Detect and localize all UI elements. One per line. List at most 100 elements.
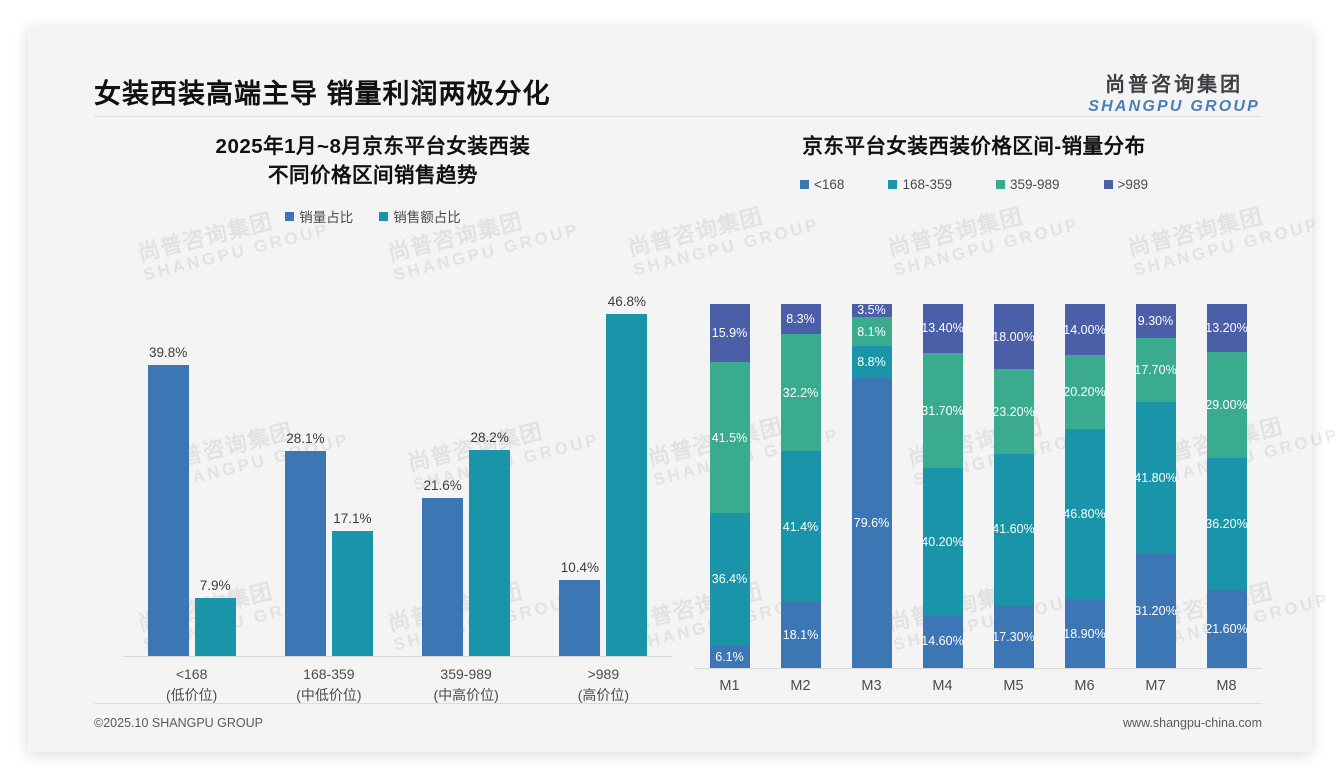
stacked-bar-segment[interactable]: 21.60% bbox=[1206, 589, 1247, 668]
stacked-bar-segment[interactable]: 8.1% bbox=[851, 316, 892, 347]
stacked-bar-segment[interactable]: 18.00% bbox=[993, 304, 1034, 370]
header-divider bbox=[94, 116, 1262, 117]
legend-item-right-3[interactable]: >989 bbox=[1103, 177, 1148, 193]
legend-item-right-2[interactable]: 359-989 bbox=[996, 177, 1060, 192]
bar[interactable] bbox=[469, 449, 511, 656]
stacked-bar-segment[interactable]: 13.20% bbox=[1206, 304, 1247, 353]
stacked-bar-segment[interactable]: 17.70% bbox=[1135, 337, 1176, 403]
segment-value-label: 3.5% bbox=[857, 304, 886, 317]
x-tick-sublabel: (中低价位) bbox=[296, 687, 362, 703]
page-title: 女装西装高端主导 销量利润两极分化 bbox=[94, 79, 551, 109]
stacked-bar-segment[interactable]: 3.5% bbox=[851, 304, 892, 317]
left-chart-panel: 2025年1月~8月京东平台女装西装 不同价格区间销售趋势 销量占比 销售额占比 … bbox=[68, 132, 678, 703]
x-axis-tick-label: M8 bbox=[1216, 678, 1237, 694]
segment-value-label: 41.5% bbox=[711, 430, 748, 445]
legend-label: 168-359 bbox=[902, 177, 952, 193]
stacked-bar-column: 14.60% 40.20% 31.70% 13.40% bbox=[922, 304, 963, 668]
stacked-bar-segment[interactable]: 41.60% bbox=[993, 453, 1034, 606]
stacked-bar-segment[interactable]: 41.5% bbox=[709, 361, 750, 514]
stacked-bar-segment[interactable]: 23.20% bbox=[993, 369, 1034, 454]
x-axis-tick-label: >989 (高价位) bbox=[538, 664, 668, 706]
stacked-bar-segment[interactable]: 9.30% bbox=[1135, 304, 1176, 338]
stacked-bar-segment[interactable]: 8.8% bbox=[851, 346, 892, 379]
segment-value-label: 23.20% bbox=[993, 404, 1034, 419]
stacked-bar-segment[interactable]: 20.20% bbox=[1064, 355, 1105, 429]
stacked-bar-segment[interactable]: 36.20% bbox=[1206, 457, 1247, 590]
bar-group: 28.1% 17.1% bbox=[277, 276, 381, 656]
stacked-bar-segment[interactable]: 31.20% bbox=[1135, 554, 1176, 668]
legend-swatch-icon bbox=[379, 211, 389, 221]
left-chart-legend: 销量占比 销售额占比 bbox=[68, 206, 678, 226]
bar-column: 10.4% bbox=[559, 276, 601, 656]
legend-item-right-1[interactable]: 168-359 bbox=[888, 177, 952, 192]
bar-value-label: 46.8% bbox=[607, 294, 647, 309]
bar[interactable] bbox=[147, 365, 189, 656]
legend-item-right-0[interactable]: <168 bbox=[800, 177, 844, 192]
segment-value-label: 8.8% bbox=[857, 355, 886, 370]
stacked-bar-segment[interactable]: 46.80% bbox=[1064, 428, 1105, 600]
left-chart-title-line2: 不同价格区间销售趋势 bbox=[268, 164, 478, 188]
stacked-bar-segment[interactable]: 79.6% bbox=[851, 378, 892, 668]
stacked-bar-segment[interactable]: 32.2% bbox=[780, 334, 821, 452]
logo-english-text: SHANGPU GROUP bbox=[1088, 98, 1260, 115]
bar-column: 17.1% bbox=[331, 276, 373, 656]
bar[interactable] bbox=[422, 498, 464, 656]
right-chart-panel: 京东平台女装西装价格区间-销量分布 <168 168-359 359-989 >989… bbox=[676, 132, 1272, 702]
bar-group: 10.4% 46.8% bbox=[551, 276, 655, 656]
bar-value-label: 7.9% bbox=[199, 578, 231, 594]
bar-value-label: 17.1% bbox=[333, 511, 372, 527]
stacked-bar-column: 18.1% 41.4% 32.2% 8.3% bbox=[780, 304, 821, 668]
stacked-bar-segment[interactable]: 14.00% bbox=[1064, 304, 1105, 356]
x-axis-tick-label: <168 (低价位) bbox=[127, 664, 257, 706]
bar-group: 39.8% 7.9% bbox=[140, 276, 244, 656]
stacked-bar-segment[interactable]: 29.00% bbox=[1206, 352, 1247, 458]
stacked-bar-segment[interactable]: 17.30% bbox=[993, 605, 1034, 668]
x-axis-tick-label: 168-359 (中低价位) bbox=[264, 664, 394, 706]
stacked-bar-segment[interactable]: 41.80% bbox=[1135, 402, 1176, 555]
segment-value-label: 29.00% bbox=[1206, 397, 1247, 412]
stacked-bar-column: 79.6% 8.8% 8.1% 3.5% bbox=[851, 304, 892, 668]
legend-item-left-0[interactable]: 销量占比 bbox=[285, 206, 353, 226]
bar[interactable] bbox=[331, 531, 373, 656]
legend-label: 销量占比 bbox=[299, 210, 354, 226]
left-chart-title-line1: 2025年1月~8月京东平台女装西装 bbox=[215, 135, 531, 158]
stacked-bar-segment[interactable]: 13.40% bbox=[922, 304, 963, 353]
stacked-bar-segment[interactable]: 40.20% bbox=[922, 468, 963, 615]
bar[interactable] bbox=[606, 314, 648, 656]
legend-item-left-1[interactable]: 销售额占比 bbox=[379, 206, 461, 226]
left-chart-x-axis-labels: <168 (低价位) 168-359 (中低价位) 359-989 (中高价位) >989 (… bbox=[123, 664, 672, 724]
footer-divider bbox=[94, 703, 1262, 704]
stacked-bar-segment[interactable]: 36.4% bbox=[709, 513, 750, 646]
segment-value-label: 18.1% bbox=[782, 628, 819, 643]
bar[interactable] bbox=[559, 580, 601, 656]
stacked-bar-segment[interactable]: 15.9% bbox=[709, 304, 750, 362]
bar[interactable] bbox=[194, 598, 236, 656]
stacked-bar-segment[interactable]: 6.1% bbox=[709, 645, 750, 668]
bar-group: 21.6% 28.2% bbox=[414, 276, 518, 656]
stacked-bar-column: 17.30% 41.60% 23.20% 18.00% bbox=[993, 304, 1034, 668]
legend-label: >989 bbox=[1117, 177, 1148, 193]
bar-column: 39.8% bbox=[147, 276, 189, 656]
segment-value-label: 79.6% bbox=[853, 516, 890, 531]
left-chart-x-axis-line bbox=[123, 656, 672, 657]
x-axis-tick-label: 359-989 (中高价位) bbox=[401, 664, 531, 706]
right-chart-plot-area: 6.1% 36.4% 41.5% 15.9% 18.1% 41.4% 32.2% 8.3% 79… bbox=[694, 304, 1262, 668]
right-chart-legend: <168 168-359 359-989 >989 bbox=[676, 177, 1272, 192]
stacked-bar-segment[interactable]: 18.1% bbox=[780, 602, 821, 668]
stacked-bar-segment[interactable]: 41.4% bbox=[780, 451, 821, 603]
segment-value-label: 15.9% bbox=[711, 325, 748, 340]
bar[interactable] bbox=[284, 450, 326, 656]
stacked-bar-segment[interactable]: 18.90% bbox=[1064, 599, 1105, 668]
slide-card: 女装西装高端主导 销量利润两极分化 尚普咨询集团 SHANGPU GROUP 尚… bbox=[28, 28, 1340, 752]
x-axis-tick-label: M3 bbox=[861, 678, 882, 694]
footer-website: www.shangpu-china.com bbox=[1123, 716, 1262, 730]
stacked-bar-column: 18.90% 46.80% 20.20% 14.00% bbox=[1064, 304, 1105, 668]
segment-value-label: 40.20% bbox=[922, 534, 963, 549]
stacked-bar-segment[interactable]: 14.60% bbox=[922, 614, 963, 668]
stacked-bar-segment[interactable]: 8.3% bbox=[780, 304, 821, 335]
segment-value-label: 17.70% bbox=[1135, 363, 1176, 378]
bar-column: 46.8% bbox=[606, 276, 648, 656]
left-chart-title: 2025年1月~8月京东平台女装西装 不同价格区间销售趋势 bbox=[68, 132, 678, 190]
bar-value-label: 39.8% bbox=[148, 345, 188, 361]
stacked-bar-segment[interactable]: 31.70% bbox=[922, 352, 963, 469]
